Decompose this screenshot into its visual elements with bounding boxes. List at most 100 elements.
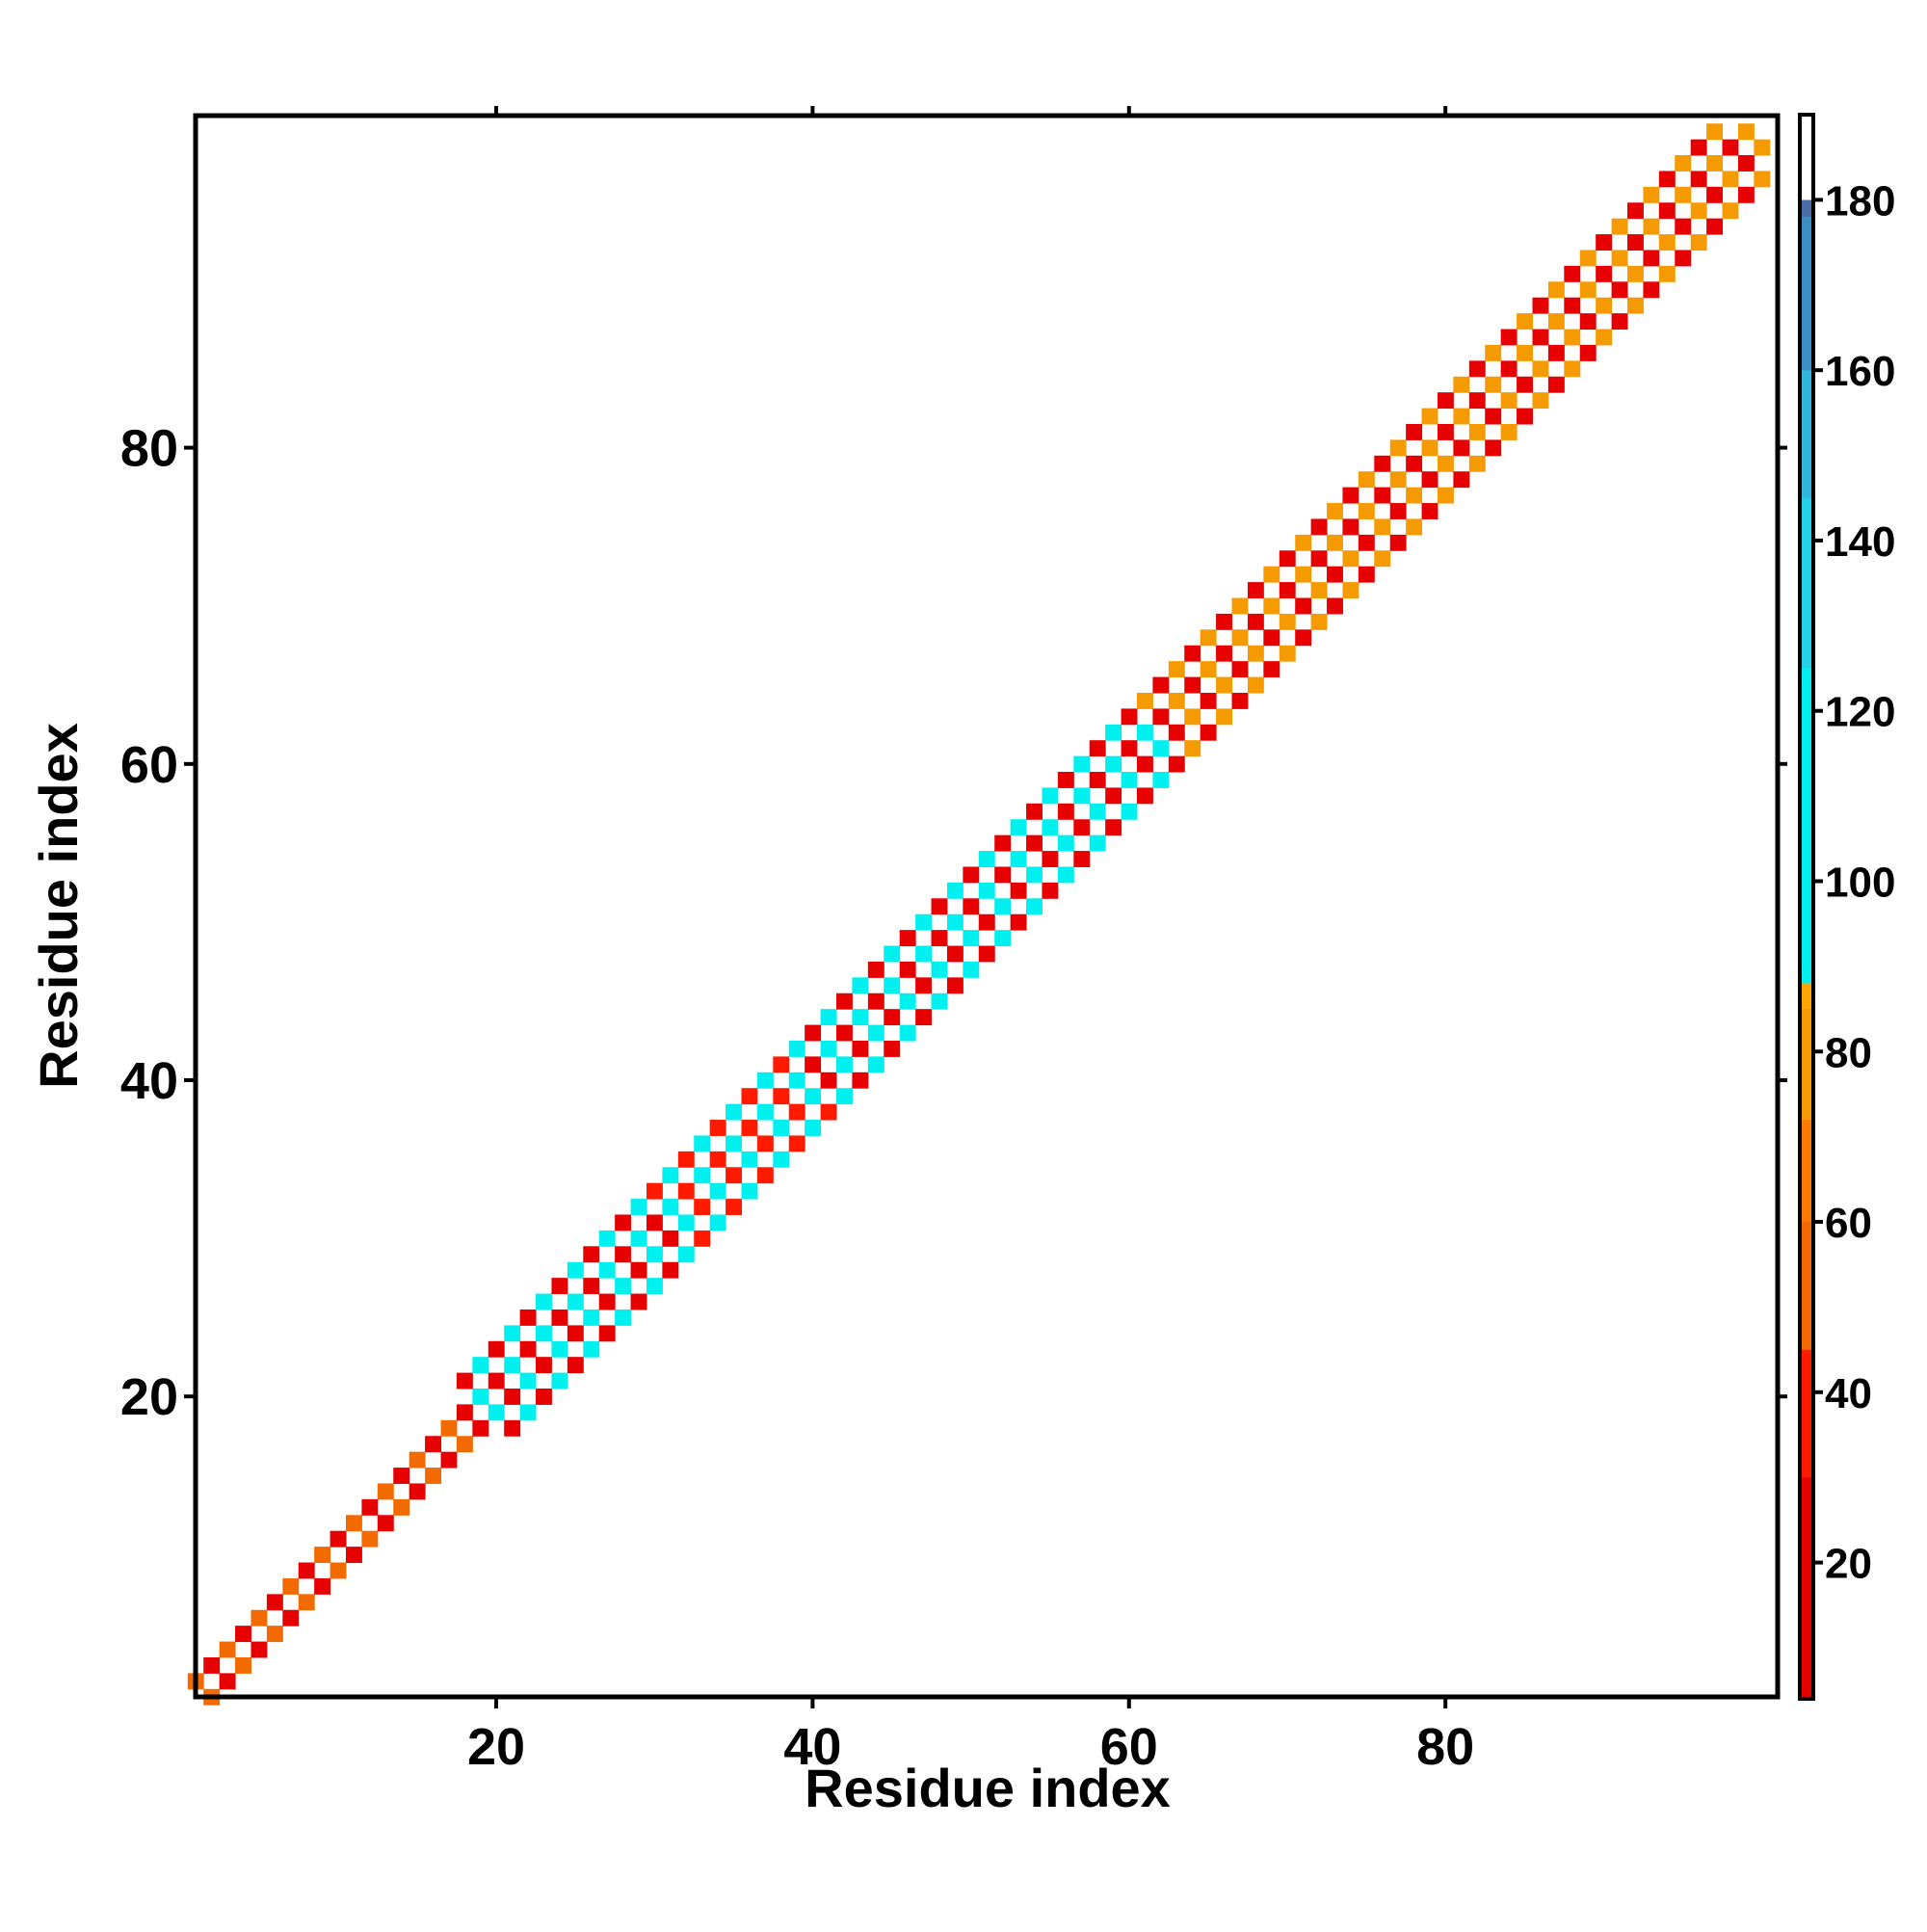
heatmap-cell	[899, 1024, 916, 1042]
heatmap-cell	[551, 1372, 568, 1389]
heatmap-cell	[1517, 313, 1533, 331]
heatmap-cell	[583, 1309, 600, 1326]
colorbar	[1798, 113, 1815, 1701]
heatmap-cell	[978, 913, 995, 931]
heatmap-cell	[630, 1261, 647, 1279]
heatmap-cell	[963, 930, 980, 947]
heatmap-cell	[1658, 202, 1676, 220]
heatmap-cell	[1200, 629, 1217, 647]
heatmap-cell	[1468, 392, 1486, 410]
heatmap-cell	[1136, 755, 1153, 773]
x-tick-label: 20	[467, 1718, 525, 1776]
heatmap-cell	[1421, 439, 1439, 457]
heatmap-cell	[1184, 676, 1201, 694]
heatmap-cell	[1057, 866, 1074, 884]
colorbar-tick-label: 40	[1825, 1370, 1872, 1417]
heatmap-cell	[1042, 819, 1059, 836]
heatmap-cell	[677, 1246, 695, 1263]
x-axis-title: Residue index	[805, 1758, 1171, 1818]
heatmap-cell	[899, 961, 916, 978]
heatmap-cell	[773, 1088, 790, 1105]
heatmap-cell	[867, 961, 884, 978]
heatmap-cell	[884, 1009, 901, 1026]
heatmap-cell	[1437, 392, 1454, 410]
heatmap-cell	[1216, 645, 1233, 662]
heatmap-cell	[1263, 597, 1280, 615]
heatmap-cell	[852, 1009, 869, 1026]
heatmap-cell	[1010, 882, 1027, 899]
heatmap-cell	[1389, 534, 1407, 551]
heatmap-cell	[1690, 202, 1707, 220]
heatmap-cell	[1247, 613, 1264, 630]
x-tick-label: 40	[783, 1718, 841, 1776]
heatmap-cell	[1342, 487, 1359, 504]
heatmap-cell	[1342, 550, 1359, 568]
heatmap-cell	[773, 1056, 790, 1073]
heatmap-cell	[1675, 155, 1692, 172]
heatmap-cell	[773, 1120, 790, 1136]
heatmap-cell	[1485, 439, 1502, 457]
y-tick-label: 80	[120, 420, 178, 478]
heatmap-cell	[1089, 834, 1106, 852]
heatmap-cell	[773, 1151, 790, 1168]
heatmap-cell	[694, 1199, 711, 1215]
heatmap-cell	[298, 1594, 315, 1611]
heatmap-cell	[1485, 408, 1502, 425]
heatmap-cell	[677, 1214, 695, 1231]
heatmap-cell	[788, 1135, 805, 1152]
heatmap-cell	[298, 1562, 315, 1579]
heatmap-cell	[1500, 360, 1518, 378]
heatmap-cell	[251, 1641, 268, 1658]
heatmap-cell	[1627, 202, 1644, 220]
heatmap-cell	[1754, 139, 1771, 156]
heatmap-cell	[709, 1214, 726, 1231]
heatmap-cell	[1152, 676, 1170, 694]
heatmap-cell	[1042, 851, 1059, 867]
heatmap-cell	[836, 1024, 853, 1042]
heatmap-cell	[1532, 392, 1549, 410]
heatmap-cell	[1643, 250, 1660, 267]
heatmap-cell	[1547, 376, 1565, 393]
colorbar-tick-label: 60	[1825, 1200, 1872, 1247]
heatmap-cell	[488, 1404, 505, 1421]
heatmap-cell	[551, 1309, 568, 1326]
heatmap-cell	[1453, 471, 1470, 489]
heatmap-cell	[805, 1024, 822, 1042]
heatmap-cell	[694, 1135, 711, 1152]
heatmap-cell	[1089, 772, 1106, 788]
heatmap-cell	[551, 1340, 568, 1358]
heatmap-cell	[456, 1436, 473, 1453]
heatmap-cell	[583, 1340, 600, 1358]
heatmap-cell	[235, 1656, 251, 1674]
heatmap-cell	[504, 1325, 521, 1342]
heatmap-cell	[567, 1261, 584, 1279]
heatmap-cell	[1611, 281, 1628, 299]
heatmap-cell	[677, 1182, 695, 1200]
heatmap-cell	[1136, 724, 1153, 741]
heatmap-cell	[946, 882, 964, 899]
x-tick-label: 80	[1416, 1718, 1474, 1776]
heatmap-cell	[1026, 866, 1043, 884]
heatmap-cell	[646, 1182, 663, 1200]
heatmap-cell	[1105, 755, 1122, 773]
colorbar-tick-label: 100	[1825, 859, 1895, 906]
heatmap-cell	[330, 1562, 347, 1579]
heatmap-cell	[1342, 582, 1359, 599]
heatmap-cell	[1500, 392, 1518, 410]
heatmap-cell	[377, 1483, 394, 1500]
heatmap-cell	[1327, 597, 1343, 615]
heatmap-cell	[1374, 455, 1391, 472]
heatmap-cell	[1057, 834, 1074, 852]
colorbar-tick-label: 160	[1825, 348, 1895, 395]
heatmap-cell	[1421, 503, 1439, 519]
heatmap-cell	[409, 1483, 426, 1500]
heatmap-cell	[598, 1261, 616, 1279]
heatmap-cell	[1643, 186, 1660, 203]
heatmap-cell	[1627, 234, 1644, 251]
heatmap-cell	[1437, 487, 1454, 504]
heatmap-cell	[567, 1293, 584, 1310]
heatmap-cell	[1564, 297, 1581, 314]
heatmap-cell	[820, 1072, 837, 1089]
heatmap-cell	[1057, 772, 1074, 788]
heatmap-cell	[567, 1325, 584, 1342]
